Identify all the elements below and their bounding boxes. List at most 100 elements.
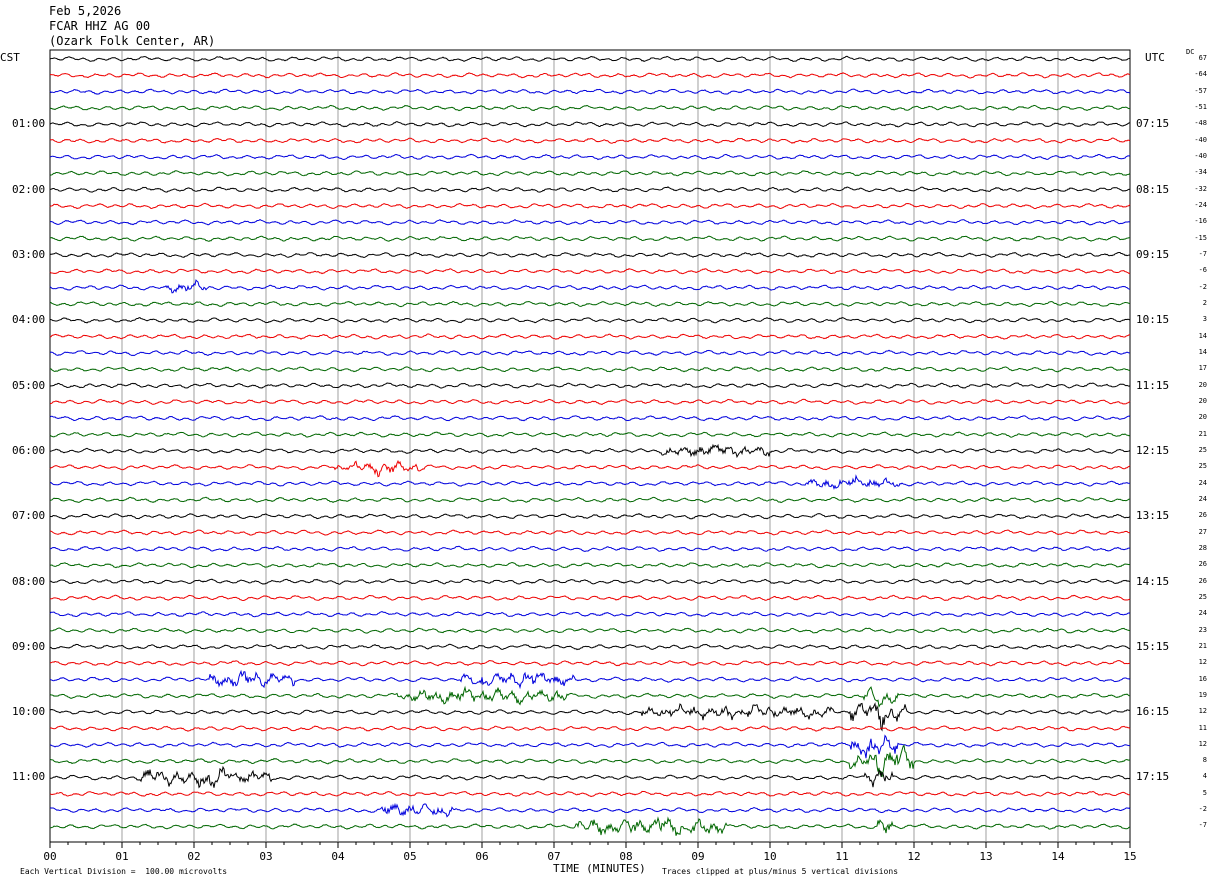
left-hour-label: 02:00 bbox=[12, 182, 46, 196]
x-tick-label: 08 bbox=[619, 850, 633, 863]
left-hour-label: 03:00 bbox=[12, 247, 46, 261]
seismic-trace bbox=[49, 72, 1131, 79]
right-hour-label: 10:15 bbox=[1136, 313, 1170, 327]
dc-offset-value: 20 bbox=[1198, 396, 1207, 405]
station-location: (Ozark Folk Center, AR) bbox=[49, 34, 216, 48]
dc-offset-value: 24 bbox=[1198, 609, 1207, 618]
left-hour-label: 05:00 bbox=[12, 378, 46, 392]
seismic-trace bbox=[49, 734, 1131, 759]
dc-offset-value: 19 bbox=[1198, 690, 1207, 699]
seismic-trace bbox=[49, 545, 1131, 552]
seismic-trace bbox=[49, 725, 1131, 732]
seismic-trace bbox=[49, 202, 1131, 210]
x-tick-label: 15 bbox=[1123, 850, 1137, 863]
dc-offset-value: 21 bbox=[1198, 641, 1207, 650]
dc-offset-value: 2 bbox=[1202, 298, 1207, 307]
clip-note: Traces clipped at plus/minus 5 vertical … bbox=[662, 867, 899, 876]
dc-offset-value: -2 bbox=[1198, 282, 1207, 291]
seismic-trace bbox=[49, 512, 1131, 520]
seismic-trace bbox=[49, 415, 1131, 422]
right-hour-label: 07:15 bbox=[1136, 117, 1170, 131]
dc-offset-value: 24 bbox=[1198, 478, 1207, 487]
seismic-trace bbox=[49, 251, 1131, 259]
plot-frame bbox=[49, 49, 1131, 843]
seismic-trace bbox=[49, 562, 1131, 569]
right-timezone-label: UTC bbox=[1145, 51, 1165, 64]
dc-offset-value: 12 bbox=[1198, 739, 1207, 748]
dc-offset-value: -32 bbox=[1194, 184, 1207, 193]
right-hour-label: 11:15 bbox=[1136, 378, 1170, 392]
seismic-trace bbox=[49, 137, 1131, 144]
x-tick-label: 14 bbox=[1051, 850, 1065, 863]
x-tick-label: 13 bbox=[979, 850, 993, 863]
seismic-trace bbox=[49, 333, 1131, 340]
left-hour-label: 11:00 bbox=[12, 770, 46, 784]
right-hour-label: 15:15 bbox=[1136, 639, 1170, 653]
dc-offset-value: 25 bbox=[1198, 462, 1207, 471]
x-tick-label: 00 bbox=[43, 850, 57, 863]
seismic-trace bbox=[49, 627, 1131, 634]
seismic-trace bbox=[49, 816, 1131, 836]
dc-offset-value: -24 bbox=[1194, 200, 1207, 209]
dc-offset-value: -57 bbox=[1194, 86, 1207, 95]
dc-offset-value: 27 bbox=[1198, 527, 1207, 536]
dc-offset-value: 67 bbox=[1198, 53, 1207, 62]
seismic-trace bbox=[49, 790, 1131, 798]
seismic-trace bbox=[49, 660, 1131, 667]
right-hour-label: 12:15 bbox=[1136, 443, 1170, 457]
right-hour-label: 08:15 bbox=[1136, 182, 1170, 196]
dc-offset-value: -40 bbox=[1194, 135, 1207, 144]
right-hour-label: 09:15 bbox=[1136, 247, 1170, 261]
seismic-trace bbox=[49, 474, 1131, 490]
seismic-trace bbox=[49, 366, 1131, 373]
dc-offset-value: 26 bbox=[1198, 511, 1207, 520]
dc-offset-value: 12 bbox=[1198, 707, 1207, 716]
seismic-trace bbox=[49, 186, 1131, 193]
dc-offset-value: -7 bbox=[1198, 821, 1207, 830]
seismic-trace bbox=[49, 104, 1131, 112]
dc-offset-value: -64 bbox=[1194, 70, 1207, 79]
dc-offset-value: -7 bbox=[1198, 249, 1207, 258]
seismic-trace bbox=[49, 170, 1131, 177]
seismic-trace bbox=[49, 594, 1131, 602]
dc-offset-value: -6 bbox=[1198, 266, 1207, 275]
seismic-trace bbox=[49, 669, 1131, 690]
right-hour-label: 16:15 bbox=[1136, 705, 1170, 719]
dc-offset-value: -15 bbox=[1194, 233, 1207, 242]
dc-offset-value: 21 bbox=[1198, 429, 1207, 438]
dc-offset-value: 8 bbox=[1202, 756, 1207, 765]
x-tick-label: 05 bbox=[403, 850, 417, 863]
dc-offset-value: 11 bbox=[1198, 723, 1207, 732]
dc-offset-value: 28 bbox=[1198, 543, 1207, 552]
x-tick-label: 07 bbox=[547, 850, 561, 863]
x-tick-label: 04 bbox=[331, 850, 345, 863]
dc-offset-value: 5 bbox=[1202, 788, 1207, 797]
seismic-trace bbox=[49, 218, 1131, 226]
left-timezone-label: CST bbox=[0, 51, 20, 64]
seismic-trace bbox=[49, 55, 1131, 63]
seismic-trace bbox=[49, 300, 1131, 308]
seismic-trace bbox=[49, 349, 1131, 357]
dc-offset-value: 20 bbox=[1198, 413, 1207, 422]
left-hour-label: 01:00 bbox=[12, 117, 46, 131]
dc-offset-value: 20 bbox=[1198, 380, 1207, 389]
seismic-trace bbox=[49, 496, 1131, 504]
dc-offset-value: 23 bbox=[1198, 625, 1207, 634]
seismic-trace bbox=[49, 398, 1131, 406]
left-hour-label: 07:00 bbox=[12, 509, 46, 523]
seismic-trace bbox=[49, 317, 1131, 324]
dc-offset-value: 16 bbox=[1198, 674, 1207, 683]
dc-offset-value: -48 bbox=[1194, 119, 1207, 128]
plot-date: Feb 5,2026 bbox=[49, 4, 122, 18]
dc-offset-value: 17 bbox=[1198, 364, 1207, 373]
left-hour-label: 04:00 bbox=[12, 313, 46, 327]
right-hour-label: 17:15 bbox=[1136, 770, 1170, 784]
dc-offset-header: DC bbox=[1186, 48, 1195, 56]
dc-offset-value: 14 bbox=[1198, 331, 1207, 340]
seismic-trace bbox=[49, 459, 1131, 478]
dc-offset-value: -2 bbox=[1198, 805, 1207, 814]
scale-note: Each Vertical Division = 100.00 microvol… bbox=[20, 867, 228, 876]
x-tick-label: 10 bbox=[763, 850, 777, 863]
seismic-trace bbox=[49, 765, 1131, 789]
